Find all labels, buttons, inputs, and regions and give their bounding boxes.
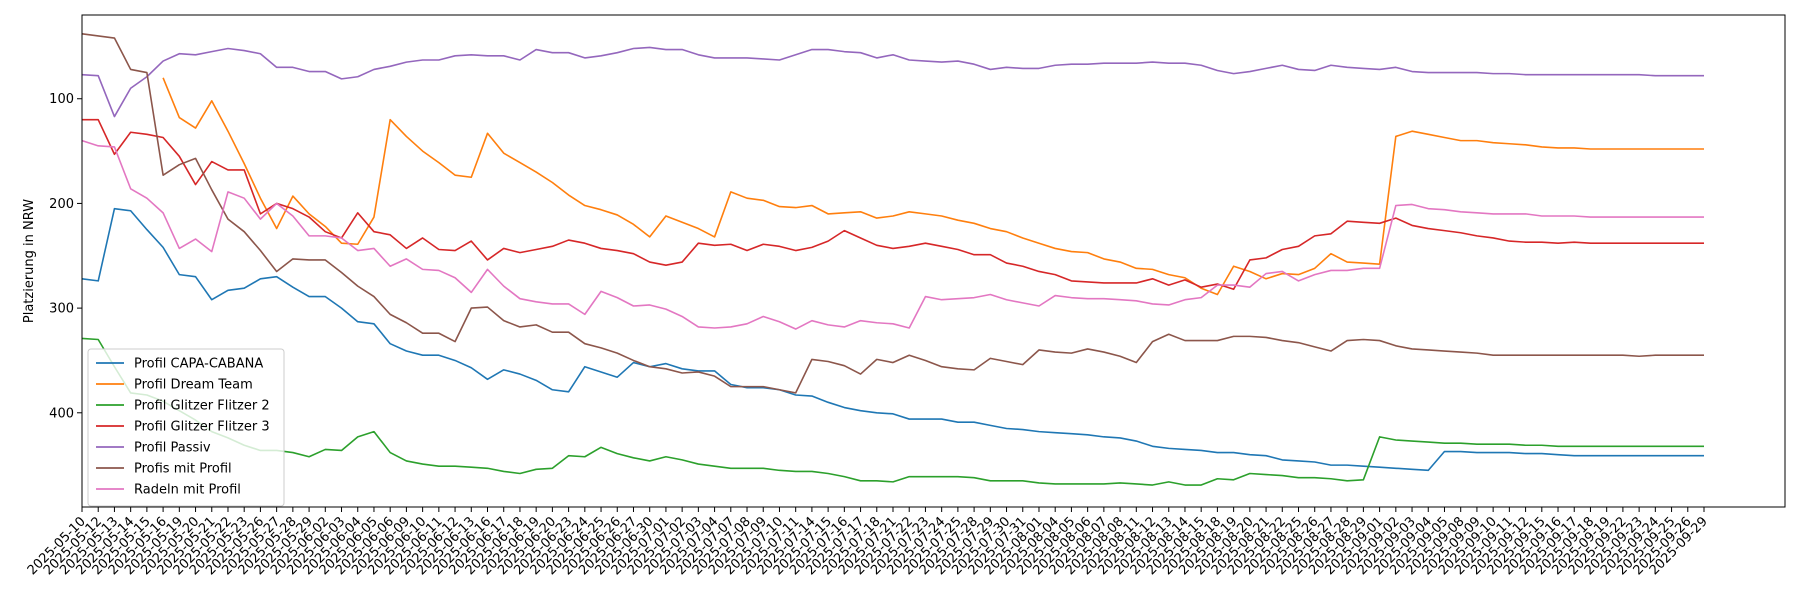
plot-area	[82, 15, 1785, 507]
legend-label-6: Profis mit Profil	[134, 462, 232, 477]
legend: Profil CAPA-CABANA Profil Dream Team Profi…	[87, 348, 285, 507]
legend-label-2: Profil Dream Team	[134, 378, 253, 393]
series-line-2	[162, 77, 1704, 296]
series-line-5	[81, 46, 1704, 118]
plot-frame	[81, 14, 1786, 508]
series-line-3	[81, 337, 1704, 486]
series-line-7	[81, 139, 1704, 330]
y-axis-label: Platzierung in NRW	[22, 199, 37, 323]
legend-label-4: Profil Glitzer Flitzer 3	[134, 420, 270, 435]
legend-box	[87, 348, 285, 507]
legend-label-1: Profil CAPA-CABANA	[134, 357, 263, 372]
y-tick-label: 100	[49, 92, 74, 107]
series-line-4	[82, 118, 1704, 291]
series-line-1	[81, 207, 1704, 472]
legend-label-5: Profil Passiv	[134, 441, 211, 456]
y-tick-label: 400	[49, 406, 74, 421]
series-layer	[81, 33, 1704, 486]
legend-label-7: Radeln mit Profil	[134, 483, 241, 498]
y-tick-label: 200	[49, 197, 74, 212]
legend-label-3: Profil Glitzer Flitzer 2	[134, 399, 270, 414]
y-tick-label: 300	[49, 302, 74, 317]
series-line-6	[81, 33, 1704, 394]
